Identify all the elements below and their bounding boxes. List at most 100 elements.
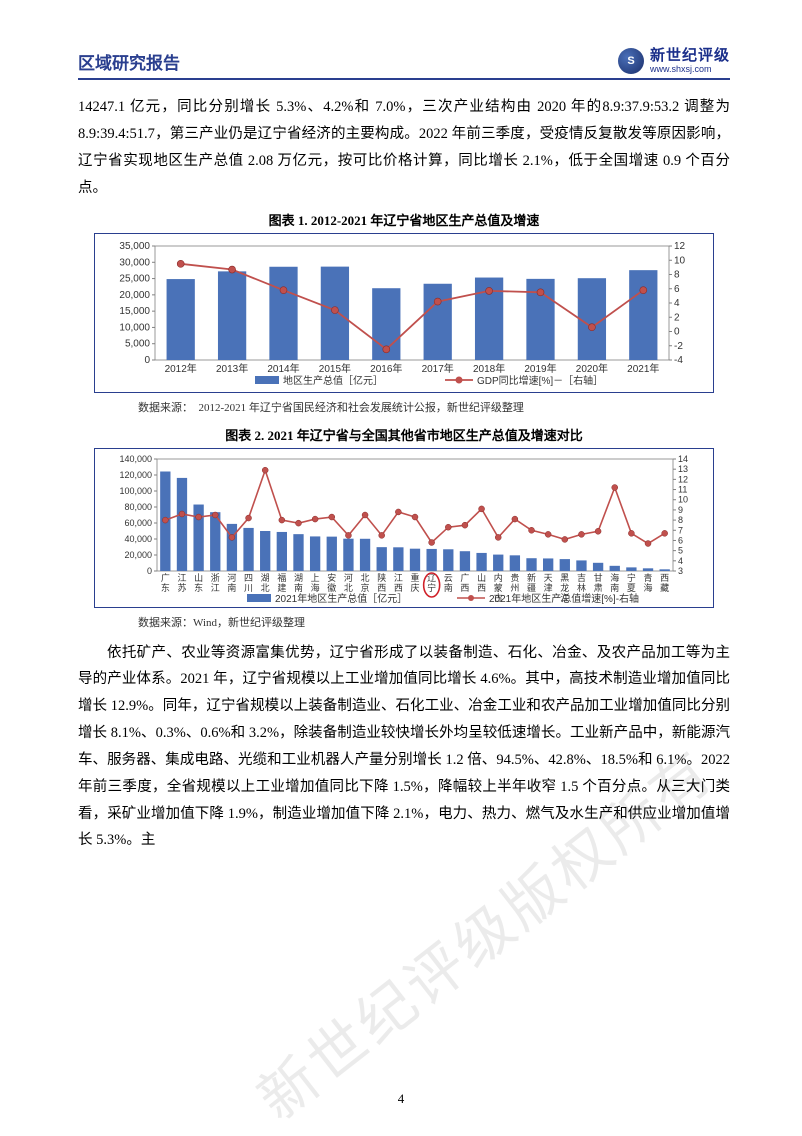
svg-text:河: 河 [227,572,236,583]
svg-text:2019年: 2019年 [524,362,556,375]
svg-text:-4: -4 [674,355,683,366]
svg-text:吉: 吉 [577,573,586,583]
svg-text:2020年: 2020年 [576,362,608,375]
svg-text:35,000: 35,000 [119,241,150,252]
svg-text:宁: 宁 [627,572,636,583]
svg-text:州: 州 [510,583,519,593]
svg-text:9: 9 [678,505,683,515]
svg-text:10,000: 10,000 [119,322,150,333]
svg-text:北: 北 [344,583,353,593]
svg-text:2021年: 2021年 [627,362,659,375]
svg-text:浙: 浙 [211,572,220,583]
svg-text:天: 天 [544,573,553,583]
svg-text:2021年地区生产总值［亿元］: 2021年地区生产总值［亿元］ [275,592,407,605]
chart2-container: 020,00040,00060,00080,000100,000120,0001… [94,448,714,608]
svg-text:四: 四 [244,573,253,583]
svg-text:海: 海 [610,572,619,583]
svg-text:地区生产总值［亿元］: 地区生产总值［亿元］ [283,374,383,387]
svg-text:新: 新 [527,572,536,583]
svg-text:北: 北 [361,573,370,583]
chart1-container: 05,00010,00015,00020,00025,00030,00035,0… [94,233,714,393]
svg-text:京: 京 [361,582,370,593]
svg-text:2016年: 2016年 [370,362,402,375]
svg-text:安: 安 [327,572,336,583]
svg-text:0: 0 [144,355,150,366]
svg-text:江: 江 [211,583,220,593]
logo-brand-text: 新世纪评级 [650,48,730,65]
svg-text:60,000: 60,000 [124,518,152,528]
chart1-source: 数据来源： 2012-2021 年辽宁省国民经济和社会发展统计公报，新世纪评级整… [138,399,730,415]
svg-text:贵: 贵 [510,572,519,583]
svg-text:西: 西 [394,583,403,593]
header-logo: S 新世纪评级 www.shxsj.com [618,48,730,74]
svg-text:5: 5 [678,545,683,555]
svg-text:西: 西 [460,583,469,593]
svg-text:2021年地区生产总值增速[%]-右轴: 2021年地区生产总值增速[%]-右轴 [489,592,639,605]
svg-text:苏: 苏 [177,582,186,593]
svg-text:0: 0 [674,326,680,337]
svg-text:云: 云 [444,573,453,583]
svg-text:津: 津 [544,583,553,593]
svg-text:2018年: 2018年 [473,362,505,375]
svg-text:120,000: 120,000 [119,470,152,480]
svg-text:重: 重 [410,572,419,583]
svg-text:3: 3 [678,566,683,576]
svg-text:6: 6 [674,283,680,294]
svg-text:海: 海 [311,582,320,593]
svg-text:140,000: 140,000 [119,455,152,464]
svg-text:夏: 夏 [627,583,636,593]
svg-text:西: 西 [377,583,386,593]
svg-text:山: 山 [194,573,203,583]
svg-text:西: 西 [477,583,486,593]
svg-text:藏: 藏 [660,582,669,593]
chart1-plot: 05,00010,00015,00020,00025,00030,00035,0… [105,240,703,390]
header-title: 区域研究报告 [78,49,180,74]
svg-text:2013年: 2013年 [216,362,248,375]
svg-text:13: 13 [678,464,688,474]
svg-text:湖: 湖 [294,573,303,583]
logo-mark-icon: S [618,48,644,74]
svg-text:北: 北 [261,583,270,593]
svg-text:20,000: 20,000 [119,289,150,300]
svg-text:上: 上 [311,573,320,583]
svg-text:-2: -2 [674,340,683,351]
svg-text:江: 江 [177,573,186,583]
svg-text:20,000: 20,000 [124,550,152,560]
svg-text:2017年: 2017年 [422,362,454,375]
chart2-plot: 020,00040,00060,00080,000100,000120,0001… [105,455,703,605]
svg-text:11: 11 [678,484,687,494]
svg-text:5,000: 5,000 [125,338,150,349]
svg-text:2014年: 2014年 [267,362,299,375]
svg-text:蒙: 蒙 [494,582,503,593]
svg-text:7: 7 [678,525,683,535]
svg-text:40,000: 40,000 [124,534,152,544]
svg-text:山: 山 [477,573,486,583]
svg-text:东: 东 [161,582,170,593]
svg-text:龙: 龙 [560,582,569,593]
svg-text:6: 6 [678,535,683,545]
svg-text:15,000: 15,000 [119,306,150,317]
svg-text:东: 东 [194,582,203,593]
svg-text:GDP同比增速[%]－［右轴］: GDP同比增速[%]－［右轴］ [477,374,603,387]
svg-text:100,000: 100,000 [119,486,152,496]
svg-text:0: 0 [147,566,152,576]
svg-text:2: 2 [674,312,680,323]
svg-text:南: 南 [444,582,453,593]
svg-text:徽: 徽 [327,582,336,593]
chart1-title: 图表 1. 2012-2021 年辽宁省地区生产总值及增速 [78,210,730,229]
svg-text:疆: 疆 [527,583,536,593]
svg-text:12: 12 [678,474,688,484]
svg-text:4: 4 [674,298,680,309]
svg-text:12: 12 [674,241,686,252]
svg-text:8: 8 [678,515,683,525]
svg-text:海: 海 [644,582,653,593]
svg-text:林: 林 [577,582,586,593]
svg-text:川: 川 [244,583,253,593]
svg-text:2015年: 2015年 [319,362,351,375]
svg-text:甘: 甘 [594,572,603,583]
svg-text:黑: 黑 [560,573,569,583]
svg-text:宁: 宁 [427,582,436,593]
svg-text:广: 广 [460,572,469,583]
chart2-title: 图表 2. 2021 年辽宁省与全国其他省市地区生产总值及增速对比 [78,425,730,444]
svg-text:建: 建 [277,582,286,593]
